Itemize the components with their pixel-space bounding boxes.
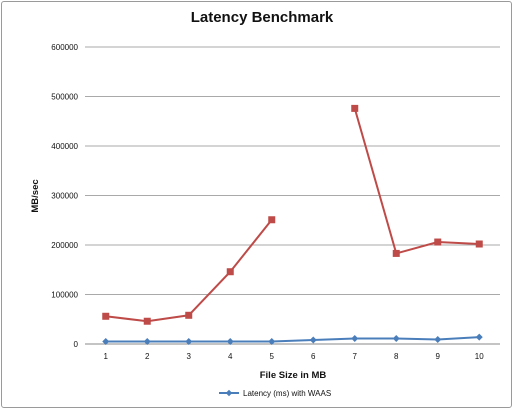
data-point [434,238,442,246]
data-point [309,336,317,344]
y-tick-label: 600000 [51,43,78,52]
data-point [102,312,110,320]
x-tick-label: 9 [436,352,441,361]
y-tick-label: 200000 [51,241,78,250]
data-point [268,216,276,224]
y-tick-label: 500000 [51,93,78,102]
data-point [268,338,276,346]
data-point [185,311,193,319]
series-2 [102,104,483,325]
data-point [392,249,400,257]
x-tick-label: 5 [270,352,275,361]
y-tick-labels: 0 100000 200000 300000 400000 500000 600000 [51,43,78,349]
y-tick-label: 300000 [51,192,78,201]
data-point [102,338,110,346]
legend-label: Latency (ms) with WAAS [243,389,331,398]
data-point [143,338,151,346]
series-line [105,336,480,343]
legend-swatch-marker [225,389,233,397]
data-point [185,338,193,346]
x-tick-label: 1 [104,352,109,361]
x-tick-label: 7 [353,352,358,361]
legend: Latency (ms) with WAAS [219,389,331,398]
x-tick-label: 10 [475,352,484,361]
series [102,104,483,346]
data-point [475,333,483,341]
chart-title: Latency Benchmark [191,9,334,26]
y-tick-label: 400000 [51,142,78,151]
x-tick-label: 2 [145,352,150,361]
x-tick-labels: 1 2 3 4 5 6 7 8 9 10 [104,352,485,361]
gridlines [85,46,500,295]
y-axis-title: MB/sec [30,179,41,212]
series-1 [102,333,483,346]
series-line [105,219,273,323]
data-point [226,338,234,346]
data-point [143,317,151,325]
x-tick-label: 4 [228,352,233,361]
data-point [351,335,359,343]
x-tick-label: 6 [311,352,316,361]
data-point [226,268,234,276]
data-point [392,335,400,343]
y-tick-label: 100000 [51,291,78,300]
y-tick-label: 0 [74,340,79,349]
x-tick-label: 3 [187,352,192,361]
series-line [353,108,480,255]
data-point [351,104,359,112]
x-axis-title: File Size in MB [260,370,327,381]
data-point [434,336,442,344]
data-point [475,240,483,248]
x-tick-label: 8 [394,352,399,361]
